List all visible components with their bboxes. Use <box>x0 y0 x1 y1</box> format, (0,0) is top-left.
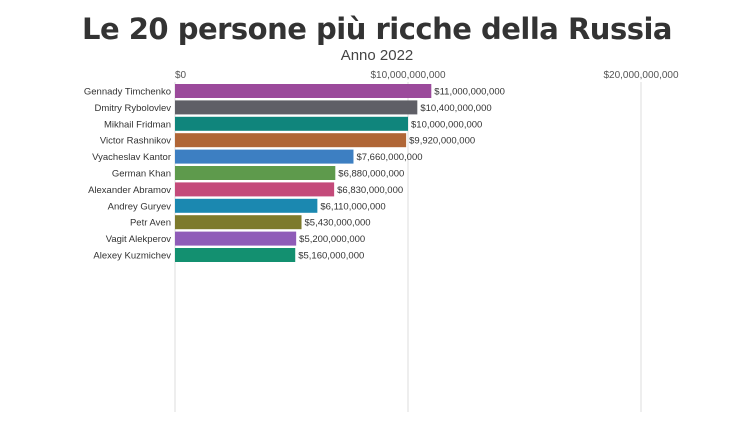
value-label: $6,880,000,000 <box>338 169 404 180</box>
category-label: Vagit Alekperov <box>106 234 172 245</box>
x-tick-label: $20,000,000,000 <box>603 70 679 81</box>
category-labels: Gennady Timchenko Dmitry Rybolovlev Mikhai… <box>84 87 171 262</box>
bars <box>175 84 432 262</box>
bar <box>175 84 432 98</box>
category-label: Andrey Guryev <box>108 201 172 212</box>
value-label: $6,830,000,000 <box>337 185 403 196</box>
value-label: $10,400,000,000 <box>420 103 491 114</box>
value-labels: $11,000,000,000 $10,400,000,000 $10,000,00… <box>298 87 505 262</box>
category-label: Gennady Timchenko <box>84 87 171 98</box>
category-label: Alexey Kuzmichev <box>93 251 171 262</box>
value-label: $10,000,000,000 <box>411 119 482 130</box>
value-label: $5,160,000,000 <box>298 251 364 262</box>
value-label: $11,000,000,000 <box>434 87 505 98</box>
value-label: $5,200,000,000 <box>299 234 365 245</box>
value-label: $9,920,000,000 <box>409 136 475 147</box>
bar <box>175 100 418 115</box>
bar <box>175 198 318 213</box>
chart-title: Le 20 persone più ricche della Russia <box>82 12 672 46</box>
bar <box>175 182 335 197</box>
bar <box>175 166 336 180</box>
x-tick-label: $10,000,000,000 <box>370 70 446 81</box>
x-tick-label: $0 <box>175 70 187 81</box>
chart-subtitle: Anno 2022 <box>340 47 414 64</box>
bar <box>175 149 354 164</box>
category-label: Dmitry Rybolovlev <box>94 103 171 114</box>
value-label: $7,660,000,000 <box>356 152 422 163</box>
value-label: $5,430,000,000 <box>305 218 371 229</box>
category-label: Vyacheslav Kantor <box>92 152 171 163</box>
category-label: Victor Rashnikov <box>100 136 171 147</box>
x-axis-ticks: $0 $10,000,000,000 $20,000,000,000 <box>175 70 679 81</box>
value-label: $6,110,000,000 <box>320 201 385 212</box>
bar <box>175 215 302 230</box>
bar <box>175 116 408 131</box>
category-label: German Khan <box>112 169 171 180</box>
bar <box>175 133 407 148</box>
category-label: Mikhail Fridman <box>104 119 171 130</box>
category-label: Petr Aven <box>130 218 171 229</box>
grid-lines <box>174 82 642 412</box>
category-label: Alexander Abramov <box>88 185 171 196</box>
bar <box>175 248 296 262</box>
bar <box>175 231 297 246</box>
